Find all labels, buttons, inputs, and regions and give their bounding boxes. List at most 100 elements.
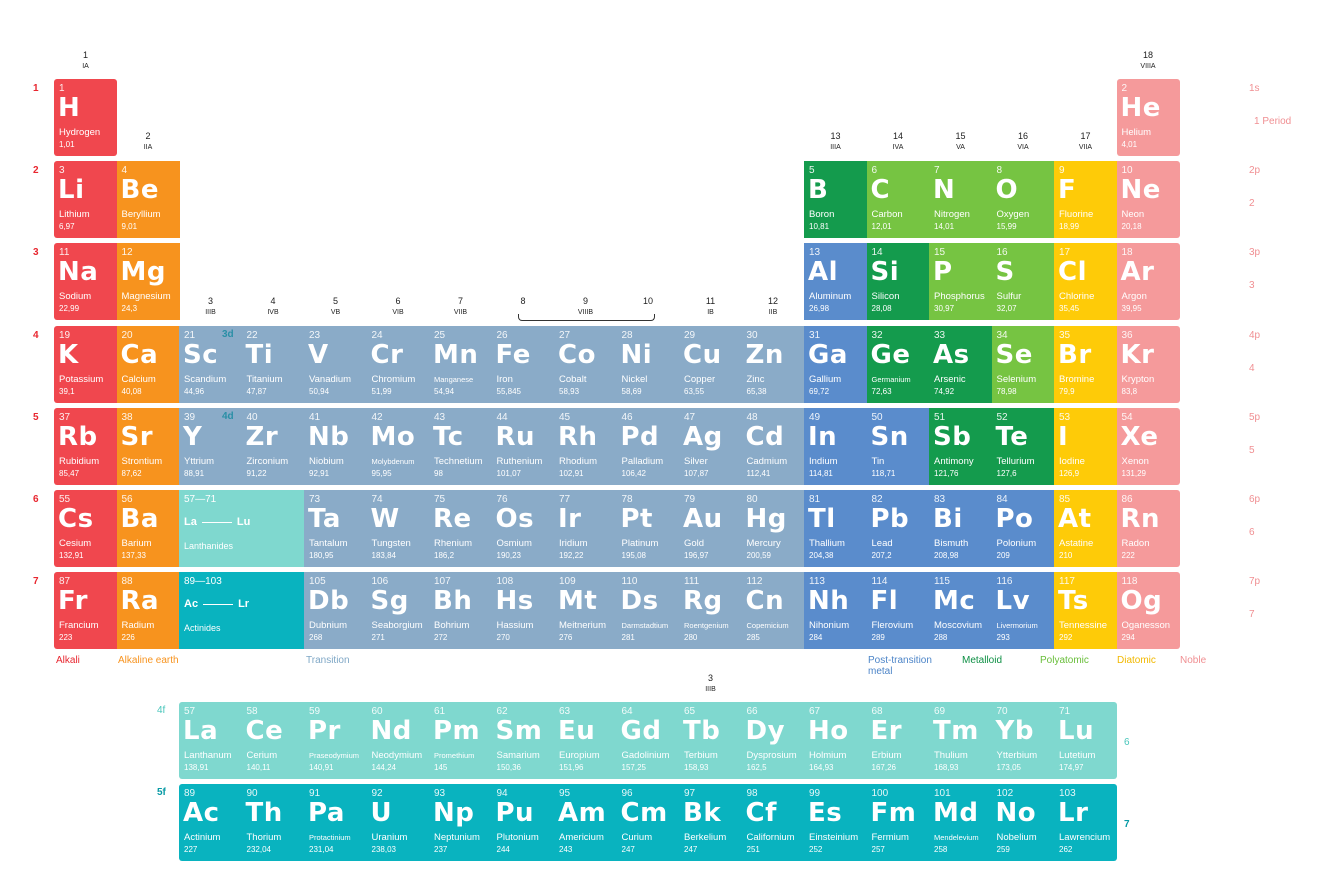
element-ru[interactable]: 44 Ru Ruthenium 101,07 xyxy=(491,408,555,485)
element-at[interactable]: 85 At Astatine 210 xyxy=(1054,490,1117,567)
element-ds[interactable]: 110 Ds Darmstadtium 281 xyxy=(616,572,680,649)
element-f[interactable]: 9 F Fluorine 18,99 xyxy=(1054,161,1117,238)
element-kr[interactable]: 36 Kr Krypton 83,8 xyxy=(1116,326,1180,403)
element-ir[interactable]: 77 Ir Iridium 192,22 xyxy=(554,490,617,567)
element-tb[interactable]: 65 Tb Terbium 158,93 xyxy=(679,702,742,779)
element-y[interactable]: 39 Y Yttrium 88,91 xyxy=(179,408,242,485)
element-cd[interactable]: 48 Cd Cadmium 112,41 xyxy=(741,408,805,485)
lanthanides-placeholder[interactable]: 57—71 La Lu Lanthanides xyxy=(179,490,304,567)
element-lv[interactable]: 116 Lv Livermorium 293 xyxy=(991,572,1055,649)
element-pa[interactable]: 91 Pa Protactinium 231,04 xyxy=(304,784,367,861)
element-he[interactable]: 2 He Helium 4,01 xyxy=(1116,79,1180,156)
element-ca[interactable]: 20 Ca Calcium 40,08 xyxy=(116,326,180,403)
element-bi[interactable]: 83 Bi Bismuth 208,98 xyxy=(929,490,992,567)
element-ts[interactable]: 117 Ts Tennessine 292 xyxy=(1054,572,1117,649)
element-o[interactable]: 8 O Oxygen 15,99 xyxy=(991,161,1055,238)
element-no[interactable]: 102 No Nobelium 259 xyxy=(991,784,1055,861)
element-rg[interactable]: 111 Rg Roentgenium 280 xyxy=(679,572,742,649)
element-rn[interactable]: 86 Rn Radon 222 xyxy=(1116,490,1180,567)
element-n[interactable]: 7 N Nitrogen 14,01 xyxy=(929,161,992,238)
element-db[interactable]: 105 Db Dubnium 268 xyxy=(304,572,367,649)
element-rh[interactable]: 45 Rh Rhodium 102,91 xyxy=(554,408,617,485)
element-se[interactable]: 34 Se Selenium 78,98 xyxy=(991,326,1055,403)
element-mo[interactable]: 42 Mo Molybdenum 95,95 xyxy=(366,408,430,485)
element-nb[interactable]: 41 Nb Niobium 92,91 xyxy=(304,408,367,485)
element-dy[interactable]: 66 Dy Dysprosium 162,5 xyxy=(741,702,805,779)
element-nd[interactable]: 60 Nd Neodymium 144,24 xyxy=(366,702,430,779)
element-bh[interactable]: 107 Bh Bohrium 272 xyxy=(429,572,492,649)
element-mn[interactable]: 25 Mn Manganese 54,94 xyxy=(429,326,492,403)
element-tl[interactable]: 81 Tl Thallium 204,38 xyxy=(804,490,867,567)
element-ac[interactable]: 89 Ac Actinium 227 xyxy=(179,784,242,861)
element-na[interactable]: 11 Na Sodium 22,99 xyxy=(54,243,117,320)
element-la[interactable]: 57 La Lanthanum 138,91 xyxy=(179,702,242,779)
element-cl[interactable]: 17 Cl Chlorine 35,45 xyxy=(1054,243,1117,320)
element-p[interactable]: 15 P Phosphorus 30,97 xyxy=(929,243,992,320)
element-hg[interactable]: 80 Hg Mercury 200,59 xyxy=(741,490,805,567)
element-sb[interactable]: 51 Sb Antimony 121,76 xyxy=(929,408,992,485)
element-hs[interactable]: 108 Hs Hassium 270 xyxy=(491,572,555,649)
element-fe[interactable]: 26 Fe Iron 55,845 xyxy=(491,326,555,403)
element-ag[interactable]: 47 Ag Silver 107,87 xyxy=(679,408,742,485)
element-cu[interactable]: 29 Cu Copper 63,55 xyxy=(679,326,742,403)
element-pt[interactable]: 78 Pt Platinum 195,08 xyxy=(616,490,680,567)
element-cm[interactable]: 96 Cm Curium 247 xyxy=(616,784,680,861)
element-al[interactable]: 13 Al Aluminum 26,98 xyxy=(804,243,867,320)
element-pr[interactable]: 59 Pr Praseodymium 140,91 xyxy=(304,702,367,779)
element-os[interactable]: 76 Os Osmium 190,23 xyxy=(491,490,555,567)
element-fl[interactable]: 114 Fl Flerovium 289 xyxy=(866,572,930,649)
element-am[interactable]: 95 Am Americium 243 xyxy=(554,784,617,861)
element-sm[interactable]: 62 Sm Samarium 150,36 xyxy=(491,702,555,779)
element-ce[interactable]: 58 Ce Cerium 140,11 xyxy=(241,702,305,779)
element-eu[interactable]: 63 Eu Europium 151,96 xyxy=(554,702,617,779)
element-k[interactable]: 19 K Potassium 39,1 xyxy=(54,326,117,403)
element-bk[interactable]: 97 Bk Berkelium 247 xyxy=(679,784,742,861)
element-ge[interactable]: 32 Ge Germanium 72,63 xyxy=(866,326,930,403)
element-li[interactable]: 3 Li Lithium 6,97 xyxy=(54,161,117,238)
element-th[interactable]: 90 Th Thorium 232,04 xyxy=(241,784,305,861)
element-ne[interactable]: 10 Ne Neon 20,18 xyxy=(1116,161,1180,238)
element-pm[interactable]: 61 Pm Promethium 145 xyxy=(429,702,492,779)
element-te[interactable]: 52 Te Tellurium 127,6 xyxy=(991,408,1055,485)
element-ta[interactable]: 73 Ta Tantalum 180,95 xyxy=(304,490,367,567)
element-po[interactable]: 84 Po Polonium 209 xyxy=(991,490,1055,567)
element-as[interactable]: 33 As Arsenic 74,92 xyxy=(929,326,992,403)
element-co[interactable]: 27 Co Cobalt 58,93 xyxy=(554,326,617,403)
element-be[interactable]: 4 Be Beryllium 9,01 xyxy=(116,161,180,238)
element-tm[interactable]: 69 Tm Thulium 168,93 xyxy=(929,702,992,779)
element-ho[interactable]: 67 Ho Holmium 164,93 xyxy=(804,702,867,779)
element-rb[interactable]: 37 Rb Rubidium 85,47 xyxy=(54,408,117,485)
element-gd[interactable]: 64 Gd Gadolinium 157,25 xyxy=(616,702,680,779)
element-sr[interactable]: 38 Sr Strontium 87,62 xyxy=(116,408,180,485)
element-og[interactable]: 118 Og Oganesson 294 xyxy=(1116,572,1180,649)
element-pd[interactable]: 46 Pd Palladium 106,42 xyxy=(616,408,680,485)
element-cs[interactable]: 55 Cs Cesium 132,91 xyxy=(54,490,117,567)
element-si[interactable]: 14 Si Silicon 28,08 xyxy=(866,243,930,320)
element-ga[interactable]: 31 Ga Gallium 69,72 xyxy=(804,326,867,403)
element-pu[interactable]: 94 Pu Plutonium 244 xyxy=(491,784,555,861)
element-in[interactable]: 49 In Indium 114,81 xyxy=(804,408,867,485)
element-ni[interactable]: 28 Ni Nickel 58,69 xyxy=(616,326,680,403)
element-u[interactable]: 92 U Uranium 238,03 xyxy=(366,784,430,861)
element-lu[interactable]: 71 Lu Lutetium 174,97 xyxy=(1054,702,1117,779)
element-sg[interactable]: 106 Sg Seaborgium 271 xyxy=(366,572,430,649)
element-np[interactable]: 93 Np Neptunium 237 xyxy=(429,784,492,861)
element-cr[interactable]: 24 Cr Chromium 51,99 xyxy=(366,326,430,403)
element-br[interactable]: 35 Br Bromine 79,9 xyxy=(1054,326,1117,403)
element-h[interactable]: 1 H Hydrogen 1,01 xyxy=(54,79,117,156)
element-au[interactable]: 79 Au Gold 196,97 xyxy=(679,490,742,567)
element-mg[interactable]: 12 Mg Magnesium 24,3 xyxy=(116,243,180,320)
element-yb[interactable]: 70 Yb Ytterbium 173,05 xyxy=(991,702,1055,779)
element-es[interactable]: 99 Es Einsteinium 252 xyxy=(804,784,867,861)
element-mc[interactable]: 115 Mc Moscovium 288 xyxy=(929,572,992,649)
element-fm[interactable]: 100 Fm Fermium 257 xyxy=(866,784,930,861)
element-zr[interactable]: 40 Zr Zirconium 91,22 xyxy=(241,408,305,485)
element-ba[interactable]: 56 Ba Barium 137,33 xyxy=(116,490,180,567)
element-cn[interactable]: 112 Cn Copernicium 285 xyxy=(741,572,805,649)
element-s[interactable]: 16 S Sulfur 32,07 xyxy=(991,243,1055,320)
element-ti[interactable]: 22 Ti Titanium 47,87 xyxy=(241,326,305,403)
element-lr[interactable]: 103 Lr Lawrencium 262 xyxy=(1054,784,1117,861)
actinides-placeholder[interactable]: 89—103 Ac Lr Actinides xyxy=(179,572,304,649)
element-er[interactable]: 68 Er Erbium 167,26 xyxy=(866,702,930,779)
element-c[interactable]: 6 C Carbon 12,01 xyxy=(866,161,930,238)
